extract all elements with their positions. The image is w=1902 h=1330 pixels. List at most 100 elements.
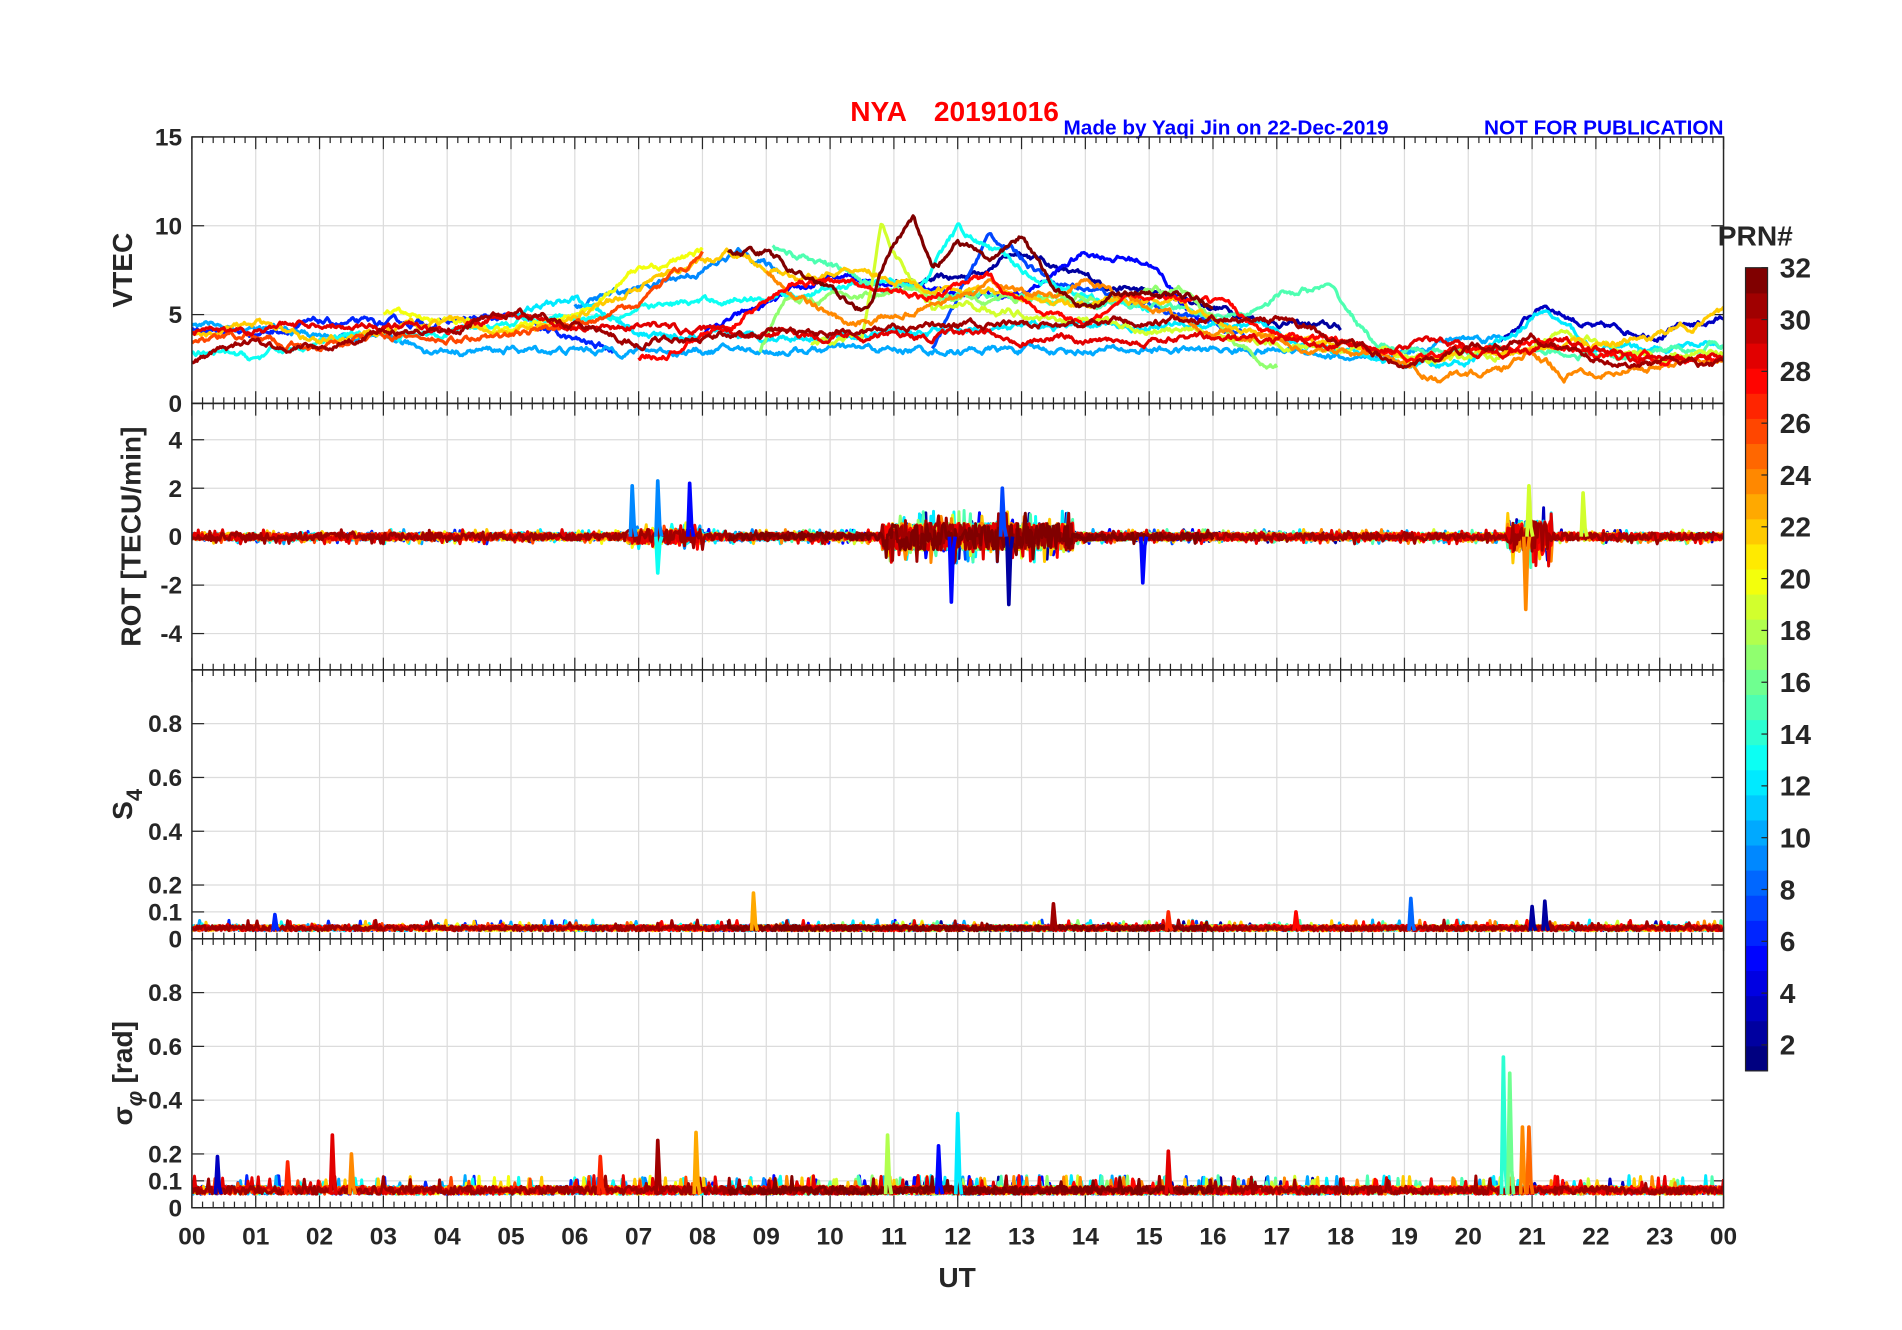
colorbar-band-2	[1745, 1020, 1768, 1047]
spike-prn-7	[998, 486, 1009, 538]
spike-prn-29	[328, 1133, 338, 1195]
spike-prn-27	[1164, 910, 1174, 932]
x-tick-label: 10	[816, 1223, 843, 1250]
colorbar-band-6	[1745, 920, 1768, 946]
spike-prn-27	[283, 1160, 294, 1195]
spike-prn-2	[1528, 904, 1538, 932]
colorbar-band-7	[1745, 895, 1768, 921]
spike-prn-23	[692, 1130, 702, 1195]
colorbar-band-32	[1745, 267, 1768, 294]
spike-prn-18	[883, 1133, 894, 1195]
spike-prn-16	[1505, 1071, 1516, 1195]
y-tick-label: 0	[169, 391, 183, 418]
spike-prn-12	[953, 1111, 964, 1195]
x-tick-label: 05	[497, 1223, 524, 1250]
panel-frame	[191, 938, 1725, 1209]
colorbar-band-30	[1745, 317, 1768, 344]
colorbar-tick-label: 32	[1780, 253, 1811, 284]
x-tick-label: 12	[944, 1223, 971, 1250]
x-tick-label: 02	[306, 1223, 333, 1250]
colorbar-band-14	[1745, 719, 1768, 746]
y-tick-label: 0.6	[148, 1034, 182, 1061]
x-axis-label: UT	[938, 1262, 975, 1293]
colorbar-band-15	[1745, 694, 1768, 721]
y-axis-label: S4	[107, 788, 147, 820]
y-axis-label-subscript: 4	[122, 788, 147, 801]
series-prn-31	[191, 1174, 1724, 1196]
series-prn-32	[727, 511, 1215, 564]
y-tick-label: 0.6	[148, 765, 182, 792]
x-tick-label: 00	[178, 1223, 205, 1250]
x-tick-label: 03	[370, 1223, 397, 1250]
spike-prn-9	[654, 479, 664, 537]
spike-prn-3	[213, 1154, 224, 1195]
colorbar-tick-label: 28	[1780, 356, 1811, 387]
colorbar-band-1	[1745, 1045, 1768, 1072]
series-group	[191, 479, 1724, 612]
colorbar-band-8	[1745, 870, 1768, 896]
series-prn-32	[726, 919, 1215, 933]
y-axis-label-subscript: φ	[122, 1091, 147, 1106]
colorbar-tick-label: 8	[1780, 874, 1796, 905]
spike-prn-24	[1521, 536, 1532, 612]
title-date: 20191016	[934, 96, 1059, 127]
colorbar-band-22	[1745, 518, 1768, 545]
spike-prn-13	[654, 536, 664, 575]
colorbar-tick-label: 18	[1780, 615, 1811, 646]
x-tick-label: 08	[689, 1223, 716, 1250]
colorbar-tick-label: 6	[1780, 926, 1796, 957]
spike-prn-5	[934, 1144, 945, 1195]
y-tick-label: 0.2	[148, 873, 182, 900]
colorbar-band-21	[1745, 543, 1768, 570]
y-tick-label: -4	[160, 621, 182, 648]
spike-prn-28	[1292, 910, 1302, 932]
colorbar-tick-label: 20	[1780, 563, 1811, 594]
series-prn-3	[1498, 304, 1724, 343]
colorbar-label: PRN#	[1718, 221, 1793, 252]
colorbar-band-13	[1745, 744, 1768, 771]
colorbar-band-26	[1745, 418, 1768, 445]
x-tick-label: 15	[1136, 1223, 1163, 1250]
colorbar-band-11	[1745, 794, 1768, 821]
y-tick-label: 0.4	[148, 819, 182, 846]
x-tick-label: 00	[1710, 1223, 1737, 1250]
colorbar-band-25	[1745, 443, 1768, 470]
colorbar-band-3	[1745, 995, 1768, 1022]
colorbar-band-18	[1745, 619, 1768, 645]
colorbar-tick-label: 4	[1780, 978, 1796, 1009]
y-tick-label: 4	[169, 427, 183, 454]
x-tick-label: 01	[242, 1223, 269, 1250]
colorbar-tick-label: 30	[1780, 304, 1811, 335]
colorbar-band-28	[1745, 368, 1768, 394]
series-prn-32	[727, 1174, 1215, 1196]
spike-prn-23	[749, 891, 760, 932]
x-tick-label: 23	[1646, 1223, 1673, 1250]
spike-prn-29	[1164, 1149, 1174, 1195]
colorbar-band-9	[1745, 844, 1768, 871]
colorbar-band-5	[1745, 945, 1768, 972]
y-axis-label: ROT [TECU/min]	[116, 427, 147, 647]
y-tick-label: 0	[169, 926, 183, 953]
x-tick-label: 18	[1327, 1223, 1354, 1250]
y-tick-label: 0.8	[148, 980, 182, 1007]
y-tick-label: 0	[169, 1195, 183, 1222]
y-tick-label: 0	[169, 524, 183, 551]
y-axis-label: VTEC	[107, 233, 138, 308]
series-prn-7	[930, 232, 1246, 350]
panel-rot: -4 -2 0 2 4 ROT [TECU/min]	[116, 402, 1725, 671]
colorbar-band-27	[1745, 393, 1768, 419]
colorbar-band-10	[1745, 819, 1768, 846]
x-tick-label: 21	[1518, 1223, 1545, 1250]
spike-prn-19	[1525, 483, 1535, 537]
spike-prn-31	[1049, 902, 1059, 932]
series-group	[191, 1055, 1724, 1196]
spike-prn-5	[685, 481, 696, 537]
series-group	[191, 891, 1724, 933]
colorbar-frame	[1744, 267, 1769, 1072]
y-tick-label: -2	[160, 573, 182, 600]
colorbar-band-29	[1745, 343, 1768, 369]
colorbar-band-17	[1745, 644, 1768, 670]
spike-prn-9	[628, 483, 638, 537]
y-axis-label-unit: [rad]	[107, 1021, 138, 1083]
